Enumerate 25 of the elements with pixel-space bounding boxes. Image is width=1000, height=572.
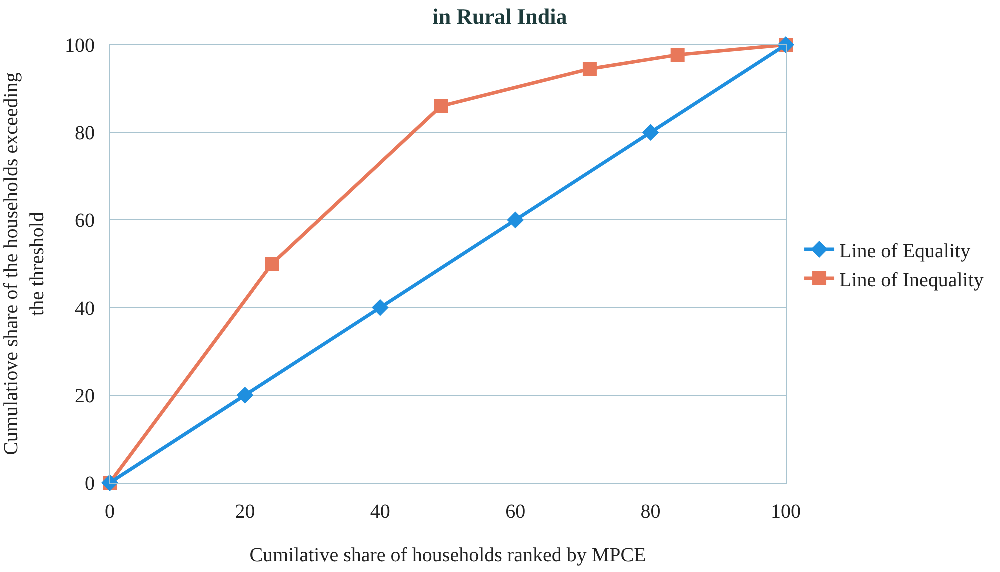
point xyxy=(670,48,685,62)
chart-title: in Rural India xyxy=(432,4,568,29)
y-tick-label: 60 xyxy=(75,210,95,232)
x-tick-label: 60 xyxy=(506,501,526,523)
legend-label: Line of Inequality xyxy=(840,269,984,292)
x-axis-title: Cumilative share of households ranked by MPCE xyxy=(250,544,646,566)
x-tick-label: 80 xyxy=(640,501,661,523)
point xyxy=(372,299,389,316)
x-tick-label: 0 xyxy=(105,501,115,523)
x-tick-label: 20 xyxy=(235,501,256,523)
y-tick-label: 100 xyxy=(65,35,95,57)
point xyxy=(265,257,280,271)
y-axis-title: Cumulatiove share of the households exceeding the threshold xyxy=(0,72,48,456)
y-tick-label: 20 xyxy=(75,385,95,408)
point xyxy=(582,62,597,76)
point xyxy=(434,99,448,114)
point xyxy=(236,386,254,404)
x-tick-label: 100 xyxy=(771,501,801,523)
y-tick-label: 40 xyxy=(75,298,95,320)
point xyxy=(507,212,524,229)
y-tick-label: 80 xyxy=(75,122,95,145)
legend-label: Line of Equality xyxy=(840,240,971,262)
point xyxy=(642,124,660,142)
x-tick-label: 40 xyxy=(370,501,390,523)
y-tick-label: 0 xyxy=(85,473,95,495)
